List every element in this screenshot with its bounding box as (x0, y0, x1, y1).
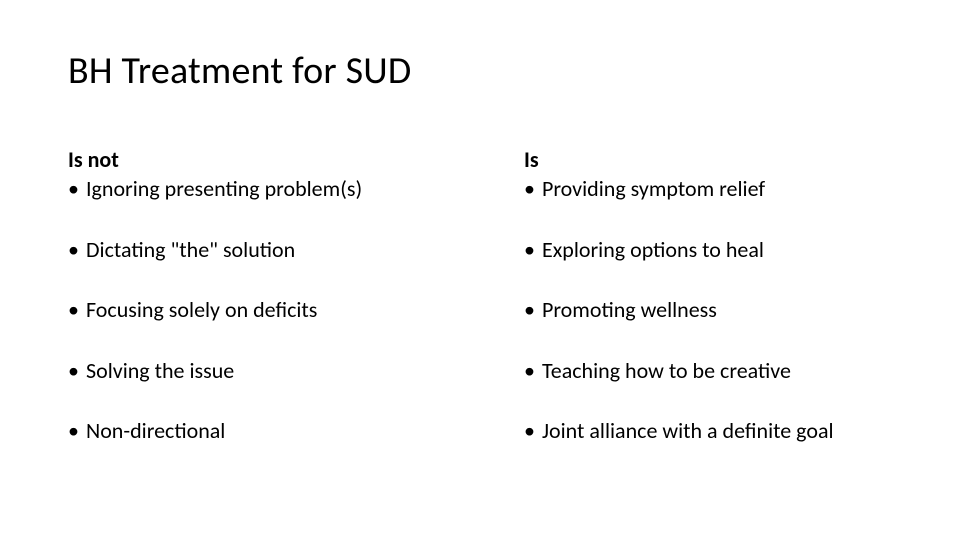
bullet-icon: • (68, 236, 86, 264)
bullet-text: Teaching how to be creative (542, 357, 892, 385)
right-column: Is • Providing symptom relief • Explorin… (524, 146, 892, 445)
list-item: • Non-directional (68, 417, 436, 445)
list-item: • Providing symptom relief (524, 175, 892, 203)
bullet-icon: • (524, 175, 542, 203)
bullet-icon: • (68, 296, 86, 324)
right-column-header: Is (524, 146, 892, 173)
slide-title: BH Treatment for SUD (68, 48, 892, 94)
bullet-text: Solving the issue (86, 357, 436, 385)
list-item: • Teaching how to be creative (524, 357, 892, 385)
left-column-header: Is not (68, 146, 436, 173)
left-header-group: Is not • Ignoring presenting problem(s) (68, 146, 436, 203)
bullet-icon: • (68, 417, 86, 445)
left-column: Is not • Ignoring presenting problem(s) … (68, 146, 436, 445)
bullet-icon: • (68, 175, 86, 203)
list-item: • Solving the issue (68, 357, 436, 385)
list-item: • Ignoring presenting problem(s) (68, 175, 436, 203)
bullet-icon: • (68, 357, 86, 385)
comparison-columns: Is not • Ignoring presenting problem(s) … (68, 146, 892, 445)
list-item: • Exploring options to heal (524, 236, 892, 264)
bullet-text: Joint alliance with a definite goal (542, 417, 892, 445)
bullet-text: Non-directional (86, 417, 436, 445)
bullet-text: Exploring options to heal (542, 236, 892, 264)
bullet-text: Promoting wellness (542, 296, 892, 324)
bullet-icon: • (524, 357, 542, 385)
list-item: • Dictating "the" solution (68, 236, 436, 264)
list-item: • Promoting wellness (524, 296, 892, 324)
bullet-icon: • (524, 236, 542, 264)
list-item: • Joint alliance with a definite goal (524, 417, 892, 445)
right-header-group: Is • Providing symptom relief (524, 146, 892, 203)
bullet-icon: • (524, 417, 542, 445)
bullet-text: Providing symptom relief (542, 175, 892, 203)
bullet-icon: • (524, 296, 542, 324)
list-item: • Focusing solely on deficits (68, 296, 436, 324)
bullet-text: Focusing solely on deficits (86, 296, 436, 324)
bullet-text: Ignoring presenting problem(s) (86, 175, 436, 203)
bullet-text: Dictating "the" solution (86, 236, 436, 264)
